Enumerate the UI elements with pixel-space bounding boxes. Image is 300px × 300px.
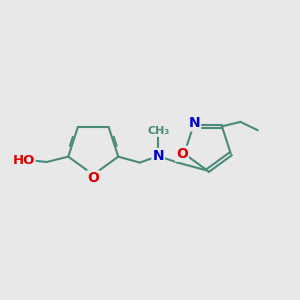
Text: CH₃: CH₃ xyxy=(147,126,170,136)
Text: N: N xyxy=(152,149,164,163)
Text: O: O xyxy=(87,171,99,185)
Text: N: N xyxy=(188,116,200,130)
Text: O: O xyxy=(176,147,188,161)
Text: HO: HO xyxy=(12,154,35,167)
